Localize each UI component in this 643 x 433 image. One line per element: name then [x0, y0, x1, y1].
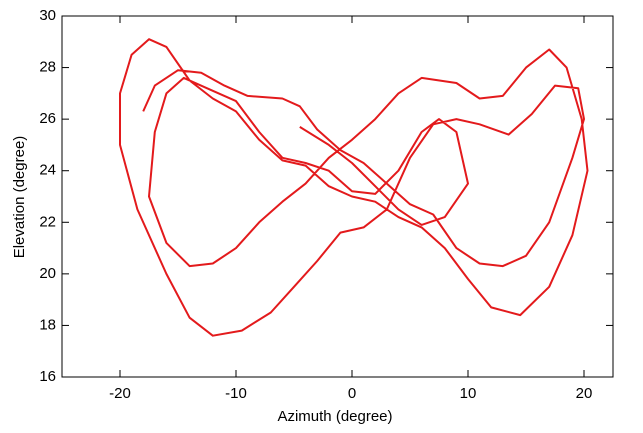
y-tick-label: 30: [39, 7, 56, 24]
x-tick-label: 10: [460, 385, 477, 402]
x-tick-label: -20: [109, 385, 131, 402]
y-tick-label: 16: [39, 368, 56, 385]
plot-frame: [61, 15, 614, 378]
y-tick-label: 22: [39, 213, 56, 230]
x-tick-label: 20: [576, 385, 593, 402]
y-tick-label: 26: [39, 110, 56, 127]
y-tick-label: 18: [39, 316, 56, 333]
y-axis-label: Elevation (degree): [11, 136, 28, 259]
x-tick-label: -10: [225, 385, 247, 402]
x-tick-label: 0: [348, 385, 356, 402]
y-tick-label: 24: [39, 162, 56, 179]
x-axis-label: Azimuth (degree): [277, 408, 392, 425]
y-tick-label: 20: [39, 265, 56, 282]
data-line: [119, 38, 589, 337]
y-tick-label: 28: [39, 59, 56, 76]
